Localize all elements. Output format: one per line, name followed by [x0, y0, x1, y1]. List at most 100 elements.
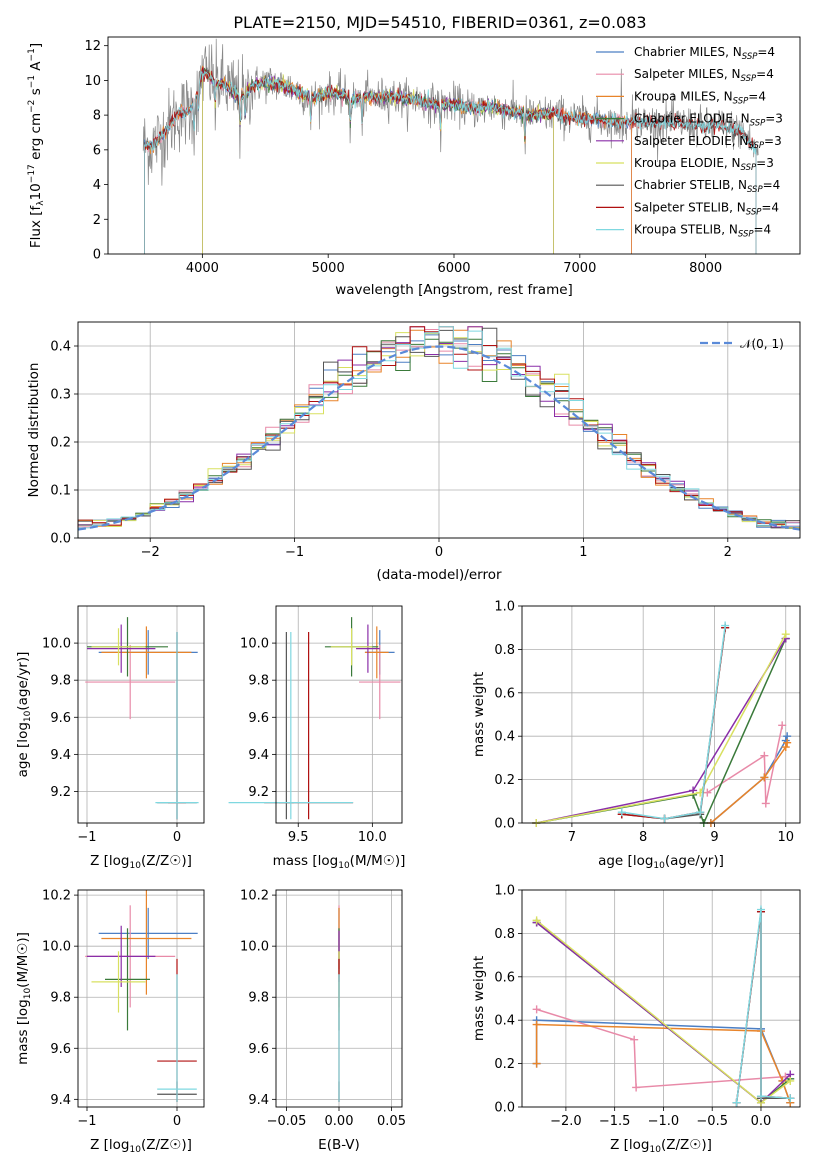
- mass-vs-ebv-frame: [275, 889, 403, 1108]
- spectrum-ylabel: Flux [fλ10−17 erg cm−2 s−1 A−1]: [27, 43, 46, 248]
- residuals-xtick-label: −1: [285, 545, 304, 560]
- weight-vs-age-ytick-label: 0.4: [494, 730, 515, 745]
- mass-vs-Z-axes: −1 0 9.4 9.6 9.8 10.0 10.2: [42, 889, 204, 1129]
- weight-vs-Z-ytick-label: 0.8: [494, 927, 515, 942]
- age-vs-Z-ytick-label: 10.0: [42, 637, 71, 652]
- age-vs-Z-ytick-label: 9.2: [50, 785, 71, 800]
- age-vs-mass-ytick-label: 9.8: [248, 674, 269, 689]
- spectrum-xtick-label: 6000: [437, 261, 470, 276]
- weight-vs-age-line-salpeter_elodie: [536, 638, 787, 824]
- weight-vs-Z-marker-kroupa_stelib: [786, 1094, 795, 1103]
- residuals-xtick-label: 1: [579, 545, 587, 560]
- weight-vs-Z-ytick-label: 0.6: [494, 970, 515, 985]
- weight-vs-Z-ylabel: mass weight: [471, 956, 487, 1041]
- residuals-ytick-label: 0.4: [50, 340, 71, 355]
- weight-vs-Z-marker-salpeter_miles: [632, 1083, 641, 1092]
- age-vs-mass-frame: [275, 605, 403, 824]
- spectrum-xtick-label: 5000: [312, 261, 345, 276]
- weight-vs-Z-ytick-label: 0.4: [494, 1014, 515, 1029]
- mass-vs-Z-ytick-label: 9.6: [50, 1042, 71, 1057]
- mass-vs-Z-ytick-label: 10.0: [42, 940, 71, 955]
- spectrum-series: [142, 38, 759, 254]
- legend-label-chabrier_elodie: Chabrier ELODIE, NSSP=3: [634, 112, 783, 129]
- age-vs-Z-points: [85, 617, 199, 820]
- spectrum-ytick-label: 0: [93, 248, 101, 263]
- weight-vs-Z-marker-kroupa_stelib: [732, 1098, 741, 1107]
- age-vs-Z-xlabel: Z [log10(Z/Z☉)]: [90, 853, 192, 871]
- age-vs-mass-ytick-label: 9.2: [248, 785, 269, 800]
- spectrum-ytick-label: 2: [93, 213, 101, 228]
- weight-vs-age-xtick-label: 7: [568, 830, 576, 845]
- weight-vs-age-xlabel: age [log10(age/yr)]: [598, 853, 724, 871]
- weight-vs-Z-marker-kroupa_elodie: [786, 1076, 795, 1085]
- legend-label-salpeter_miles: Salpeter MILES, NSSP=4: [634, 67, 774, 84]
- age-vs-mass-grid: [276, 606, 402, 823]
- weight-vs-age-marker-salpeter_miles: [761, 799, 770, 808]
- spectrum-xtick-label: 7000: [563, 261, 596, 276]
- weight-vs-age-ylabel: mass weight: [471, 672, 487, 757]
- weight-vs-age-marker-salpeter_miles: [760, 751, 769, 760]
- weight-vs-age-ytick-label: 0.2: [494, 773, 515, 788]
- weight-vs-age-marker-salpeter_miles: [778, 721, 787, 730]
- spectrum-ytick-label: 6: [93, 143, 101, 158]
- spectrum-axes: 4000 5000 6000 7000 8000 0 2 4 6 8 10 12: [84, 39, 722, 276]
- weight-vs-age-ytick-label: 0.8: [494, 643, 515, 658]
- spectrum-legend: Chabrier MILES, NSSP=4 Salpeter MILES, NS…: [596, 45, 783, 240]
- weight-vs-age-line-kroupa_miles: [710, 742, 788, 824]
- weight-vs-Z-marker-kroupa_stelib: [756, 1092, 765, 1101]
- spectrum-ytick-label: 4: [93, 178, 101, 193]
- legend-label-kroupa_miles: Kroupa MILES, NSSP=4: [634, 89, 766, 106]
- mass-vs-Z-ytick-label: 9.8: [50, 991, 71, 1006]
- mass-vs-ebv-xlabel: E(B-V): [318, 1137, 360, 1153]
- mass-vs-Z-grid: [78, 890, 204, 1107]
- weight-vs-age-marker-kroupa_stelib: [721, 621, 730, 630]
- age-vs-Z-xtick-label: 0: [173, 830, 181, 845]
- legend-label-chabrier_stelib: Chabrier STELIB, NSSP=4: [634, 178, 780, 195]
- weight-vs-Z-xtick-label: −1.5: [599, 1114, 631, 1129]
- legend-label-chabrier_miles: Chabrier MILES, NSSP=4: [634, 45, 775, 62]
- mass-vs-Z-points: [85, 890, 198, 1102]
- mass-vs-ebv-xtick-label: 0.05: [377, 1114, 406, 1129]
- weight-vs-age-marker-salpeter_elodie: [689, 786, 698, 795]
- residuals-ytick-label: 0.3: [50, 388, 71, 403]
- age-vs-Z-ytick-label: 9.6: [50, 711, 71, 726]
- weight-vs-Z-frame: [521, 889, 801, 1108]
- spectrum-ytick-label: 10: [84, 74, 101, 89]
- mass-vs-ebv-ytick-label: 10.0: [240, 940, 269, 955]
- mass-vs-ebv-ytick-label: 9.4: [248, 1093, 269, 1108]
- weight-vs-age-marker-kroupa_miles: [781, 743, 790, 752]
- legend-label-kroupa_elodie: Kroupa ELODIE, NSSP=3: [634, 156, 774, 173]
- age-vs-Z-frame: [77, 605, 205, 824]
- residuals-ylabel: Normed distribution: [26, 363, 42, 498]
- weight-vs-Z-marker-kroupa_miles: [532, 1020, 541, 1029]
- mass-vs-ebv-xtick-label: −0.05: [267, 1114, 307, 1129]
- age-vs-Z-axes: −1 0 9.2 9.4 9.6 9.8 10.0: [42, 606, 204, 845]
- age-vs-Z-ylabel: age [log10(age/yr)]: [15, 652, 33, 778]
- weight-vs-Z-marker-kroupa_stelib: [756, 905, 765, 914]
- weight-vs-Z-grid: [522, 889, 800, 1108]
- weight-vs-Z-marker-salpeter_miles: [630, 1035, 639, 1044]
- age-vs-mass-points: [228, 617, 401, 820]
- weight-vs-age-marker-kroupa_stelib: [660, 814, 669, 823]
- weight-vs-Z-line-salpeter_stelib: [735, 911, 791, 1103]
- age-vs-mass-xlabel: mass [log10(M/M☉)]: [273, 853, 406, 871]
- weight-vs-Z-marker-kroupa_miles: [532, 1059, 541, 1068]
- weight-vs-age-marker-kroupa_stelib: [617, 808, 626, 817]
- mass-vs-Z-frame: [77, 889, 205, 1108]
- mass-vs-Z-ytick-label: 10.2: [42, 889, 71, 904]
- mass-vs-Z-ylabel: mass [log10(M/M☉)]: [15, 932, 33, 1065]
- spectrum-xtick-label: 8000: [689, 261, 722, 276]
- weight-vs-age-grid: [522, 605, 800, 824]
- age-vs-mass-xtick-label: 9.5: [288, 830, 309, 845]
- weight-vs-age-ytick-label: 0.0: [494, 817, 515, 832]
- weight-vs-age-marker-kroupa_stelib: [696, 808, 705, 817]
- weight-vs-Z-xtick-label: 0.0: [751, 1114, 772, 1129]
- weight-vs-Z-line-chabrier_stelib: [735, 911, 791, 1103]
- age-vs-Z-grid: [78, 606, 204, 823]
- age-vs-mass-xtick-label: 10.0: [358, 830, 387, 845]
- weight-vs-age-line-chabrier_elodie: [536, 638, 787, 825]
- spectrum-xlabel: wavelength [Angstrom, rest frame]: [335, 282, 573, 298]
- spectrum-frame: [107, 36, 801, 255]
- residuals-xtick-label: −2: [141, 545, 160, 560]
- mass-vs-Z-ytick-label: 9.4: [50, 1093, 71, 1108]
